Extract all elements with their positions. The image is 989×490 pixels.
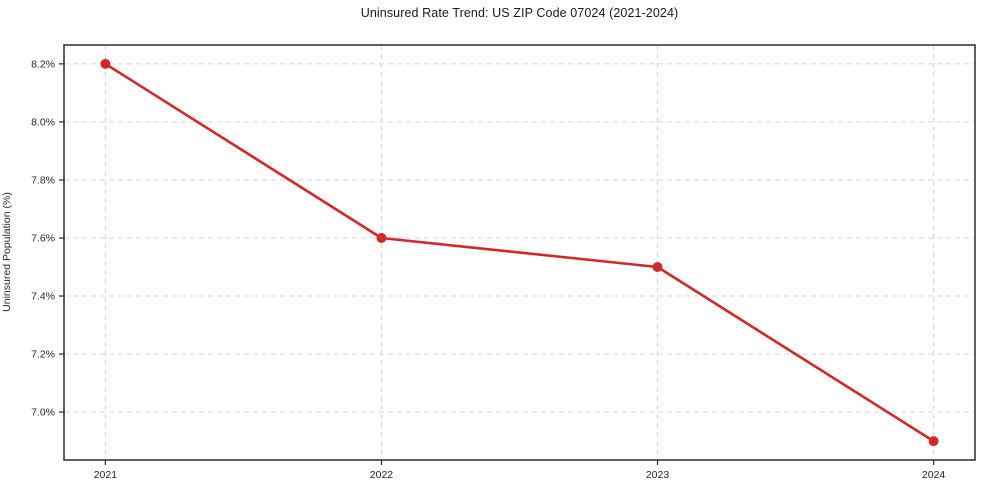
plot-border — [63, 44, 976, 461]
data-point-marker — [100, 58, 111, 69]
chart-title: Uninsured Rate Trend: US ZIP Code 07024 … — [360, 6, 679, 20]
data-point-marker — [652, 262, 663, 273]
x-tick-label: 2021 — [94, 469, 118, 481]
y-tick-label: 7.0% — [31, 407, 55, 419]
y-axis-label: Uninsured Population (%) — [1, 192, 13, 312]
y-tick-label: 8.2% — [31, 58, 55, 70]
y-tick-label: 7.2% — [31, 349, 55, 361]
y-tick-label: 7.8% — [31, 174, 55, 186]
y-tick-label: 7.6% — [31, 232, 55, 244]
x-tick-label: 2023 — [646, 469, 670, 481]
data-point-marker — [376, 232, 387, 243]
data-line — [104, 62, 935, 443]
x-tick-label: 2022 — [370, 469, 394, 481]
x-tick-label: 2024 — [922, 469, 946, 481]
data-point-marker — [928, 436, 939, 447]
y-tick-label: 7.4% — [31, 291, 55, 303]
y-tick-label: 8.0% — [31, 116, 55, 128]
